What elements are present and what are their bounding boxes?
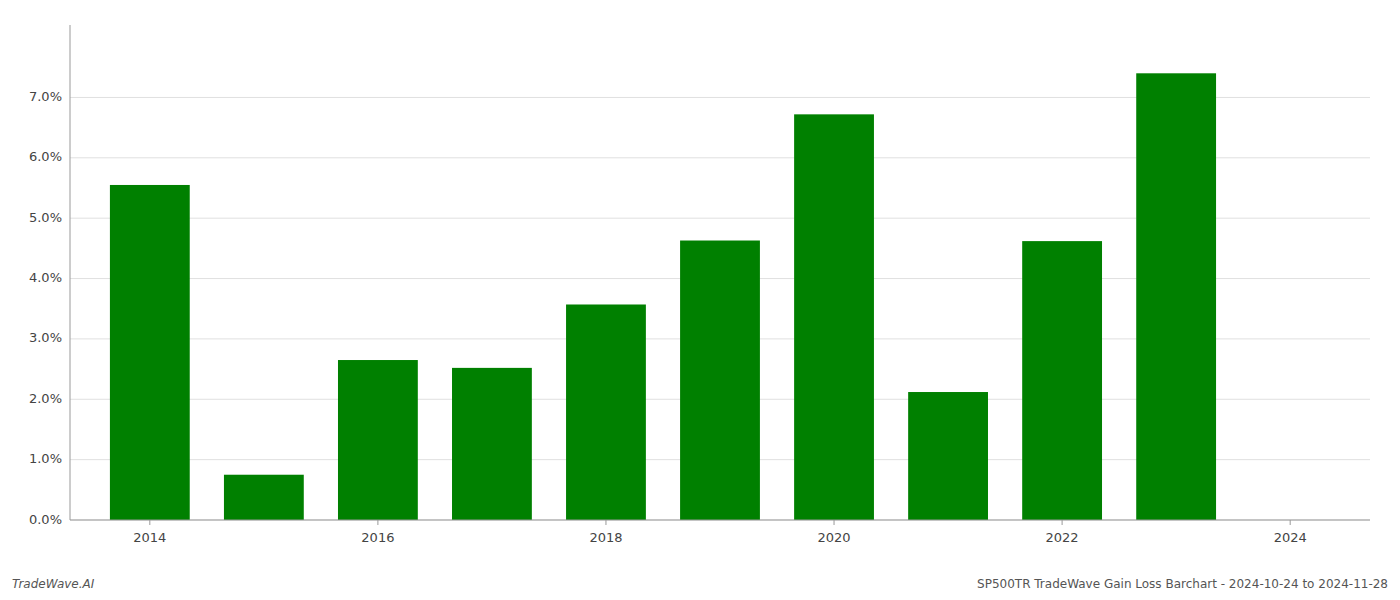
x-tick-label: 2022 [1046, 530, 1079, 545]
x-tick [834, 520, 835, 525]
x-tick-label: 2024 [1274, 530, 1307, 545]
x-tick-label: 2018 [589, 530, 622, 545]
chart-container: 0.0% 1.0% 2.0% 3.0% 4.0% 5.0% 6.0% 7.0% 2014 2016… [0, 0, 1400, 600]
bar [566, 304, 646, 520]
grid-line [70, 520, 1370, 521]
bar [338, 360, 418, 520]
bar [224, 475, 304, 520]
x-tick [377, 520, 378, 525]
y-tick-label: 5.0% [29, 210, 62, 225]
bar [794, 114, 874, 520]
y-tick-label: 3.0% [29, 330, 62, 345]
x-tick [1062, 520, 1063, 525]
x-tick [1290, 520, 1291, 525]
x-tick-label: 2020 [817, 530, 850, 545]
y-tick-label: 7.0% [29, 89, 62, 104]
x-axis-line [70, 520, 1370, 521]
bar [908, 392, 988, 520]
y-axis-line [70, 25, 71, 520]
x-tick-label: 2016 [361, 530, 394, 545]
x-tick-label: 2014 [133, 530, 166, 545]
y-tick-label: 0.0% [29, 512, 62, 527]
footer-text: SP500TR TradeWave Gain Loss Barchart - 2… [977, 577, 1388, 591]
bar [452, 368, 532, 520]
bar [680, 241, 760, 520]
bar [110, 185, 190, 520]
y-tick-label: 1.0% [29, 451, 62, 466]
y-tick-label: 6.0% [29, 149, 62, 164]
bar [1022, 241, 1102, 520]
footer-text: TradeWave.AI [12, 577, 95, 591]
x-tick [605, 520, 606, 525]
x-tick [149, 520, 150, 525]
y-tick-label: 2.0% [29, 391, 62, 406]
bars [110, 73, 1216, 520]
chart-svg: 0.0% 1.0% 2.0% 3.0% 4.0% 5.0% 6.0% 7.0% 2014 2016… [0, 0, 1400, 600]
y-tick-label: 4.0% [29, 270, 62, 285]
bar [1136, 73, 1216, 520]
